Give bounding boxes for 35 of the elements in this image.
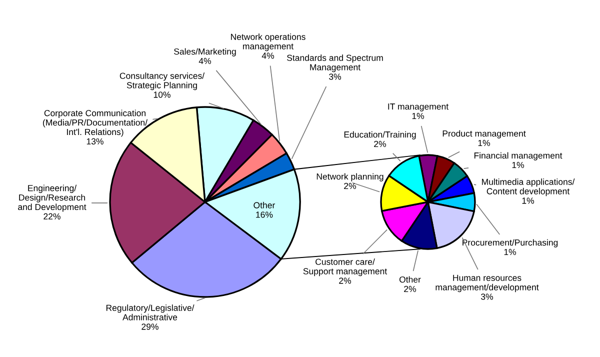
data-label: 4% xyxy=(198,58,212,64)
data-label: 22% xyxy=(44,213,60,220)
data-label: 16% xyxy=(256,212,273,218)
slice-label: Human resources management/development xyxy=(436,274,539,292)
data-label: 10% xyxy=(154,92,170,98)
slice-label: Multimedia applications/ Content development xyxy=(482,178,575,196)
data-label: 3% xyxy=(481,294,494,300)
slice-label: Regulatory/Legislative/ Administrative xyxy=(106,304,194,320)
data-label: 3% xyxy=(329,74,342,80)
slice-label: Education/Training xyxy=(344,131,416,140)
data-label: 2% xyxy=(344,182,356,190)
slice-label: Financial management xyxy=(474,152,562,160)
slice-label: Procurement/Purchasing xyxy=(462,239,558,248)
data-label: 29% xyxy=(142,324,158,330)
slice-label: Consultancy services/ Strategic Planning xyxy=(120,72,205,90)
data-label: 2% xyxy=(374,140,386,148)
slice-label: Corporate Communication (Media/PR/Documentation/ Int'l. Relations) xyxy=(43,110,148,137)
data-label: 1% xyxy=(478,140,490,146)
data-label: 2% xyxy=(339,278,352,284)
slice-label: Customer care/ Support management xyxy=(303,258,388,276)
data-label: 1% xyxy=(522,198,534,204)
slice-label: Sales/Marketing xyxy=(174,48,236,56)
data-label: 2% xyxy=(404,286,416,292)
slice-label: IT management xyxy=(388,104,448,112)
slice-label: Engineering/ Design/Research and Development xyxy=(18,184,86,212)
slice-label: Other xyxy=(399,276,421,283)
slice-label: Standards and Spectrum Management xyxy=(287,54,383,72)
slice-label: Other xyxy=(254,202,276,208)
data-label: 1% xyxy=(504,248,516,256)
data-label: 1% xyxy=(512,162,524,168)
data-label: 1% xyxy=(412,112,424,120)
slice-label: Product management xyxy=(442,130,526,138)
data-label: 4% xyxy=(262,52,274,59)
slice-label: Network planning xyxy=(316,173,384,182)
data-label: 13% xyxy=(86,138,104,144)
